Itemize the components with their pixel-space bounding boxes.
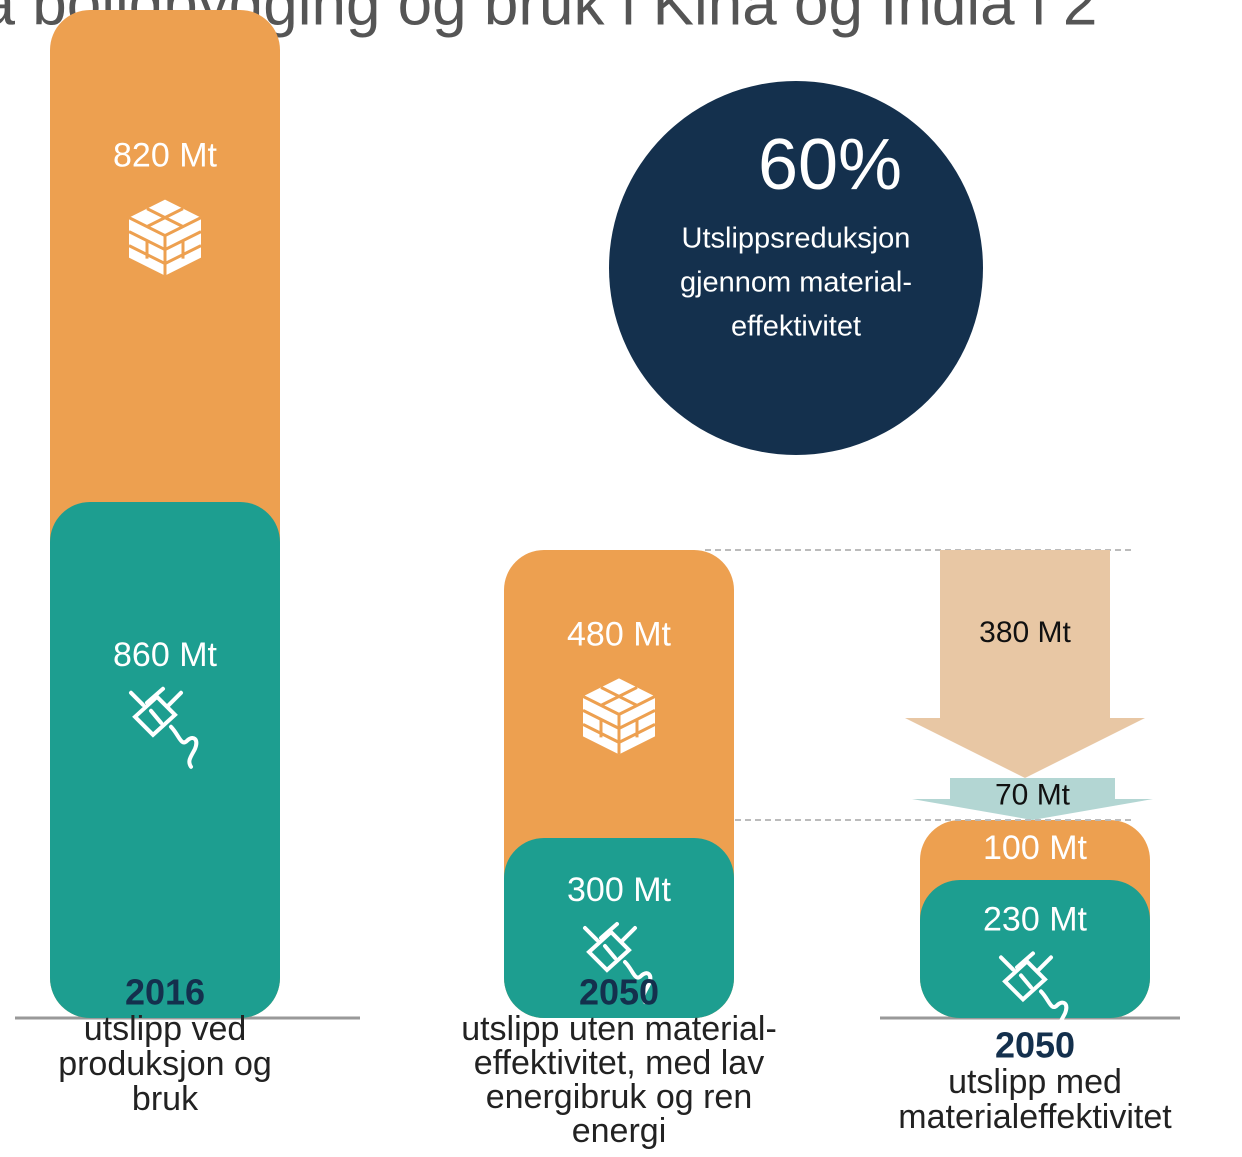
bar-segment — [504, 838, 734, 1018]
value-label: 100 Mt — [983, 829, 1087, 867]
callout-circle — [609, 81, 983, 455]
plug-shape — [129, 686, 199, 769]
plug-icon — [999, 951, 1069, 1034]
category-description: bruk — [132, 1080, 199, 1118]
callout-value: 60% — [758, 125, 902, 205]
category-description: utslipp uten material- — [461, 1010, 777, 1048]
category-description: utslipp ved — [84, 1010, 247, 1048]
reduction-arrow — [905, 550, 1145, 778]
category-description: utslipp med — [948, 1063, 1122, 1101]
category-description: effektivitet, med lav — [474, 1044, 764, 1082]
brick-icon — [582, 678, 656, 755]
brick-lines — [582, 686, 656, 755]
value-label: 820 Mt — [113, 137, 217, 175]
value-label: 860 Mt — [113, 636, 217, 674]
category-description: produksjon og — [58, 1045, 272, 1083]
value-label: 300 Mt — [567, 871, 671, 909]
category-description: energibruk og ren — [486, 1078, 753, 1116]
callout-text: gjennom material- — [680, 267, 912, 299]
callout-text: effektivitet — [731, 311, 861, 343]
plug-icon — [129, 686, 199, 769]
category-description: energi — [572, 1112, 667, 1150]
category-label: 2050 — [579, 972, 659, 1013]
bar-segment — [920, 880, 1150, 1018]
category-description: materialeffektivitet — [898, 1098, 1172, 1136]
category-label: 2050 — [995, 1025, 1075, 1066]
callout-text: Utslippsreduksjon — [682, 223, 911, 255]
brick-icon — [128, 199, 202, 276]
plug-shape — [999, 951, 1069, 1034]
reduction-label: 380 Mt — [979, 616, 1071, 649]
reduction-arrow — [912, 778, 1153, 820]
bar-segment — [50, 502, 280, 1018]
reduction-label: 70 Mt — [995, 778, 1071, 811]
value-label: 480 Mt — [567, 615, 671, 653]
brick-lines — [128, 207, 202, 276]
plug-shape — [583, 922, 653, 1004]
plug-icon — [583, 922, 653, 1004]
category-label: 2016 — [125, 972, 205, 1013]
value-label: 230 Mt — [983, 900, 1087, 938]
